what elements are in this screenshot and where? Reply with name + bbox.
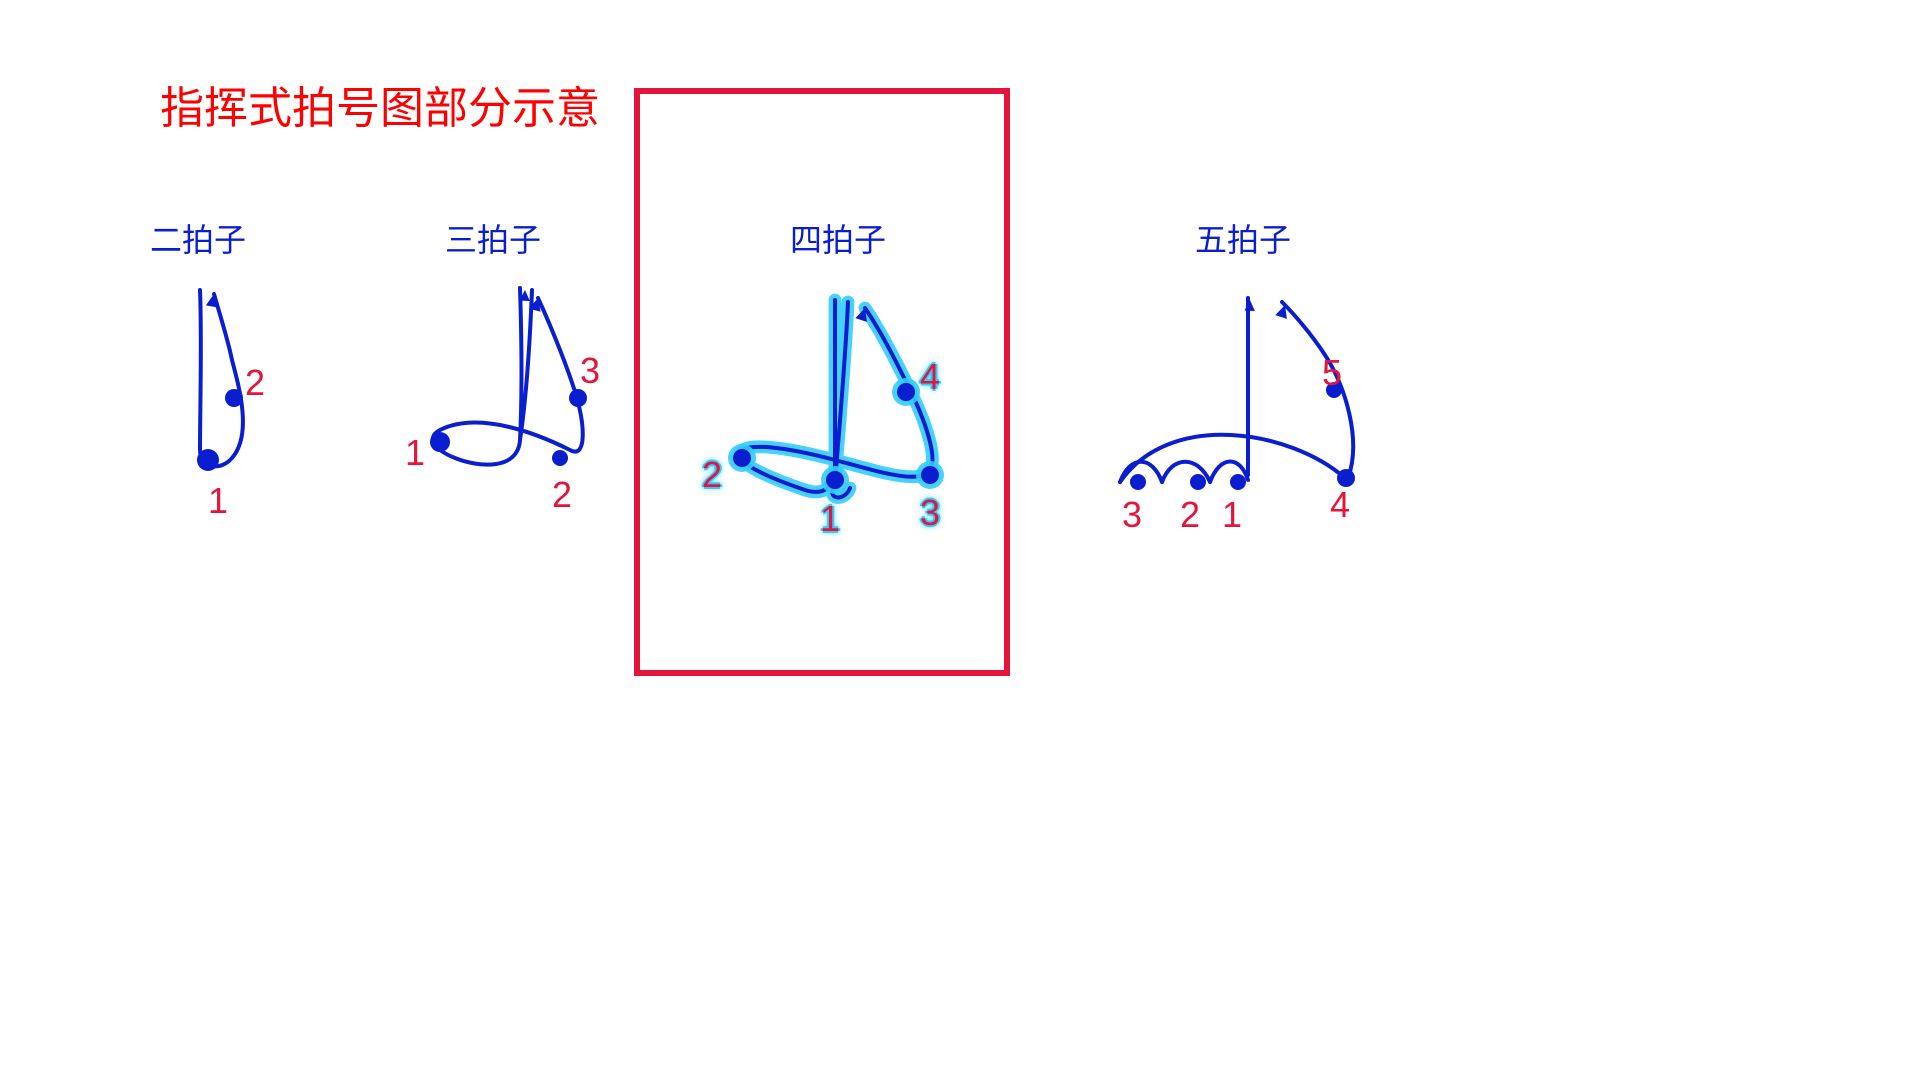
five-beat-label: 五拍子 — [1195, 215, 1291, 261]
three-beat-label: 三拍子 — [445, 215, 541, 261]
four-beat-number-3: 3 — [920, 492, 940, 534]
two-beat-number-2: 2 — [245, 362, 265, 404]
five-beat-number-2: 2 — [1180, 494, 1200, 536]
four-beat-number-2: 2 — [702, 454, 722, 496]
four-beat-label: 四拍子 — [790, 215, 886, 261]
two-beat-diagram — [140, 280, 340, 500]
five-beat-number-1: 1 — [1222, 494, 1242, 536]
three-beat-number-3: 3 — [580, 350, 600, 392]
three-beat-number-1: 1 — [405, 432, 425, 474]
five-beat-number-5: 5 — [1322, 352, 1342, 394]
three-beat-number-2: 2 — [552, 474, 572, 516]
five-beat-number-3: 3 — [1122, 494, 1142, 536]
two-beat-label: 二拍子 — [150, 215, 246, 261]
two-beat-number-1: 1 — [208, 480, 228, 522]
five-beat-number-4: 4 — [1330, 484, 1350, 526]
four-beat-number-1: 1 — [820, 498, 840, 540]
four-beat-number-4: 4 — [920, 356, 940, 398]
page-title: 指挥式拍号图部分示意 — [160, 72, 600, 136]
